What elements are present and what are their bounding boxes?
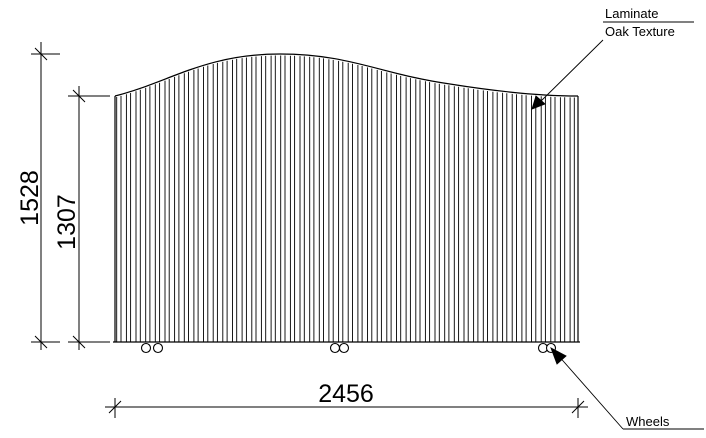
wheels-label: Wheels: [626, 414, 670, 429]
arrowhead: [531, 95, 546, 110]
panel-top-curve: [114, 53, 579, 97]
tick-mark: [34, 335, 48, 349]
tick-mark: [34, 47, 48, 61]
overall-height-label: 1528: [16, 170, 44, 226]
material-callout: [531, 21, 694, 110]
width-dimension: [105, 398, 588, 418]
overall-height-dimension: [31, 42, 60, 350]
slat-group: [116, 55, 575, 342]
panel-height-label: 1307: [53, 194, 81, 250]
leader-line: [537, 39, 604, 105]
leader-line: [556, 353, 624, 430]
wheel: [152, 342, 164, 354]
tick-mark: [72, 335, 86, 349]
material-label-line2: Oak Texture: [605, 24, 675, 39]
wheel: [140, 342, 152, 354]
tick-mark: [571, 400, 585, 414]
tick-mark: [72, 89, 86, 103]
width-label: 2456: [318, 380, 374, 408]
wheel: [338, 342, 350, 354]
panel-height-dimension: [68, 86, 110, 350]
tick-mark: [108, 400, 122, 414]
wheels-callout: [550, 347, 704, 430]
material-label-line1: Laminate: [605, 6, 658, 21]
gate-panel: [113, 53, 580, 343]
arrowhead: [550, 347, 567, 365]
wheel: [329, 342, 341, 354]
wheels-group: [140, 342, 557, 354]
